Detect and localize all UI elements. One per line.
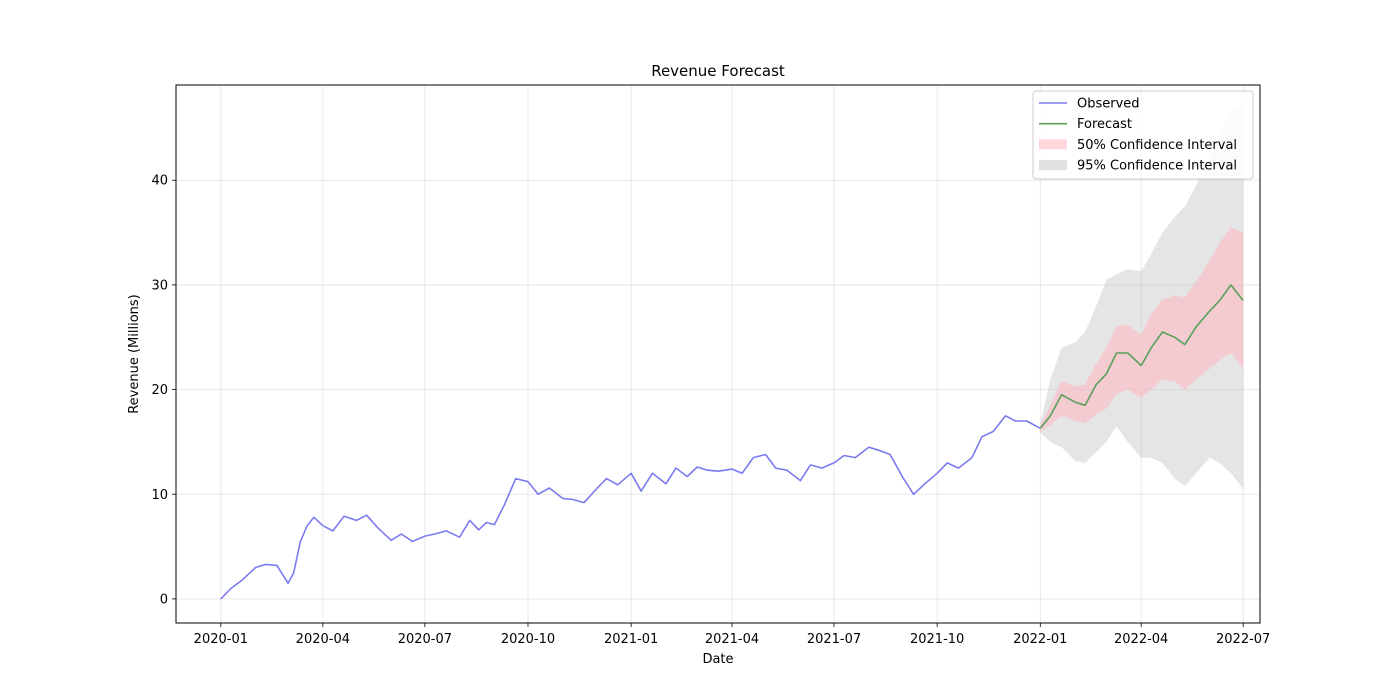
y-tick-label: 10 bbox=[151, 488, 168, 503]
x-tick-label: 2022-01 bbox=[1013, 632, 1067, 647]
x-tick-label: 2021-07 bbox=[807, 632, 861, 647]
legend-box bbox=[1032, 90, 1254, 180]
x-tick-label: 2021-04 bbox=[705, 632, 759, 647]
plot-frame bbox=[175, 84, 1261, 624]
legend-label-forecast: Forecast bbox=[1077, 117, 1132, 132]
forecast-line bbox=[1039, 284, 1244, 429]
y-tick-label: 30 bbox=[151, 278, 168, 293]
ci50-band bbox=[1040, 227, 1244, 432]
y-tick-label: 0 bbox=[160, 592, 168, 607]
x-tick-label: 2020-01 bbox=[194, 632, 248, 647]
legend-label-ci50: 50% Confidence Interval bbox=[1077, 138, 1237, 153]
legend-swatch-ci95 bbox=[1039, 160, 1067, 171]
chart-title: Revenue Forecast bbox=[651, 62, 785, 80]
y-tick-label: 40 bbox=[151, 174, 168, 189]
y-axis-title: Revenue (Millions) bbox=[127, 294, 142, 414]
series-layer bbox=[220, 284, 1244, 600]
x-tick-label: 2021-10 bbox=[910, 632, 964, 647]
legend-swatch-ci50 bbox=[1039, 139, 1067, 150]
legend: Observed Forecast 50% Confidence Interva… bbox=[1032, 90, 1254, 180]
y-tick-label: 20 bbox=[151, 383, 168, 398]
x-tick-label: 2021-01 bbox=[604, 632, 658, 647]
x-tick-label: 2020-07 bbox=[398, 632, 452, 647]
x-tick-label: 2022-04 bbox=[1114, 632, 1168, 647]
x-axis-ticks: 2020-01 2020-04 2020-07 2020-10 2021-01 2021-… bbox=[194, 623, 1270, 647]
x-tick-label: 2020-04 bbox=[296, 632, 350, 647]
legend-label-observed: Observed bbox=[1077, 97, 1140, 112]
observed-line bbox=[220, 414, 1041, 600]
x-tick-label: 2020-10 bbox=[501, 632, 555, 647]
ci50-band-layer bbox=[1040, 227, 1244, 432]
x-tick-label: 2022-07 bbox=[1216, 632, 1270, 647]
y-axis-ticks: 0 10 20 30 40 bbox=[151, 174, 176, 607]
x-axis-title: Date bbox=[702, 652, 733, 667]
legend-label-ci95: 95% Confidence Interval bbox=[1077, 159, 1237, 174]
